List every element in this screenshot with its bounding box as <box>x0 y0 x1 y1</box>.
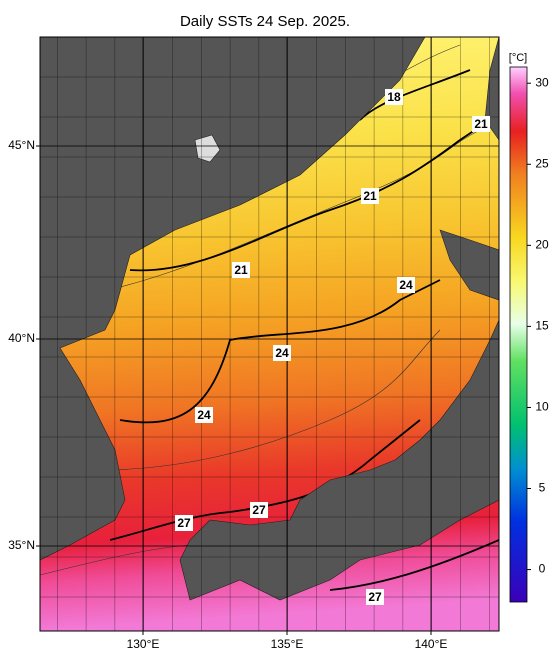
colorbar-tick-label: 0 <box>539 562 546 576</box>
map-area <box>40 37 499 631</box>
contour <box>129 119 491 272</box>
contour-label-box <box>366 589 384 605</box>
contour-label-box <box>397 277 415 293</box>
contour <box>359 69 471 121</box>
contour-label: 27 <box>177 516 191 530</box>
contour-label-box <box>175 515 193 531</box>
colorbar-tick-label: 5 <box>539 481 546 495</box>
title: Daily SSTs 24 Sep. 2025. <box>180 13 350 30</box>
colorbar-tick-label: 10 <box>535 400 549 414</box>
lon-label: 130°E <box>127 637 160 651</box>
contour-label: 21 <box>363 189 377 203</box>
map-frame <box>39 36 500 632</box>
contour-label-box <box>195 407 213 423</box>
honshu <box>179 319 499 601</box>
lat-label: 40°N <box>8 331 35 345</box>
contour-label-box <box>472 116 490 132</box>
contour <box>329 539 499 591</box>
contour-label-box <box>232 262 250 278</box>
contour-label-box <box>250 502 268 518</box>
colorbar-tick-label: 25 <box>535 156 549 170</box>
contour-label: 18 <box>387 90 401 104</box>
hokkaido <box>439 229 499 301</box>
contour-label-box <box>385 89 403 105</box>
contour-label: 21 <box>234 263 248 277</box>
contour-label-box <box>361 188 379 204</box>
colorbar-tick-label: 15 <box>535 319 549 333</box>
contour-label: 21 <box>474 117 488 131</box>
colorbar-tick-label: 20 <box>535 238 549 252</box>
contour <box>40 544 191 576</box>
lat-label: 35°N <box>8 538 35 552</box>
contour-label: 27 <box>368 590 382 604</box>
colorbar <box>509 66 528 603</box>
lon-label: 135°E <box>271 637 304 651</box>
contour-label: 24 <box>197 408 211 422</box>
contour <box>49 129 481 301</box>
contour-label: 24 <box>399 278 413 292</box>
graticule <box>40 37 499 631</box>
lon-label: 140°E <box>415 637 448 651</box>
colorbar-tick-label: 30 <box>535 75 549 89</box>
contour <box>99 329 441 471</box>
colorbar-unit: [°C] <box>509 52 527 64</box>
contour-label-box <box>273 345 291 361</box>
contour-label: 24 <box>275 346 289 360</box>
contour-label: 27 <box>252 503 266 517</box>
lat-label: 45°N <box>8 138 35 152</box>
